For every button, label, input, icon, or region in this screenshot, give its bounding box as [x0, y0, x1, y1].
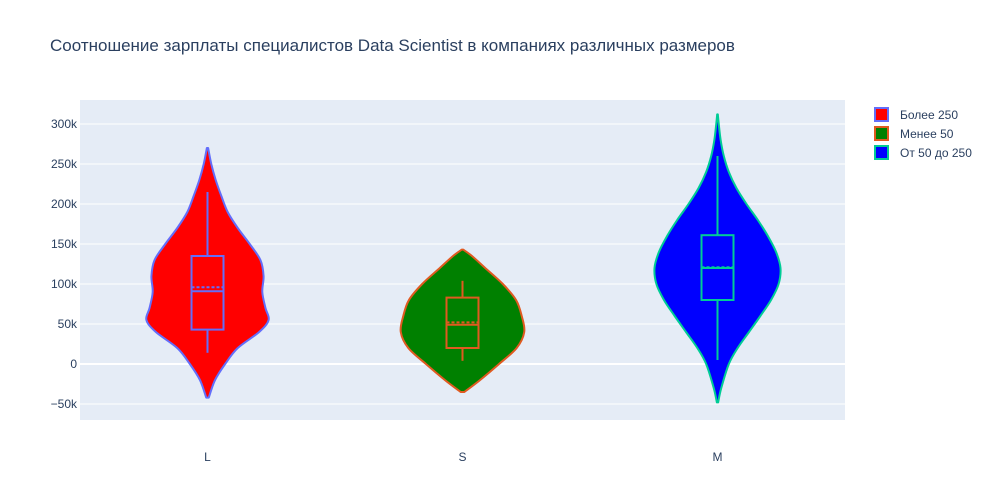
chart-title: Соотношение зарплаты специалистов Data S… — [50, 36, 735, 55]
legend-item[interactable]: Менее 50 — [874, 126, 954, 141]
x-tick-label: S — [458, 450, 466, 464]
legend-label: Менее 50 — [900, 127, 954, 141]
violins — [145, 113, 782, 404]
violin-L[interactable] — [145, 147, 270, 399]
x-tick-label: M — [713, 450, 723, 464]
y-tick-label: −50k — [51, 397, 78, 411]
legend-item[interactable]: От 50 до 250 — [874, 145, 972, 160]
legend-label: От 50 до 250 — [900, 146, 972, 160]
legend-swatch — [874, 145, 889, 160]
legend-item[interactable]: Более 250 — [874, 107, 958, 122]
box-iqr — [190, 255, 225, 331]
y-tick-label: 50k — [58, 317, 78, 331]
violin-M[interactable] — [653, 113, 782, 404]
y-tick-label: 150k — [51, 237, 78, 251]
y-tick-label: 0 — [70, 357, 77, 371]
legend-swatch — [874, 126, 889, 141]
y-tick-label: 250k — [51, 157, 78, 171]
y-tick-label: 200k — [51, 197, 78, 211]
y-axis: −50k 0 50k 100k 150k 200k 250k 300k — [51, 117, 78, 411]
y-tick-label: 100k — [51, 277, 78, 291]
x-tick-label: L — [204, 450, 211, 464]
y-tick-label: 300k — [51, 117, 78, 131]
legend-label: Более 250 — [900, 108, 958, 122]
violin-body[interactable] — [653, 113, 782, 404]
violin-S[interactable] — [399, 248, 526, 393]
violin-body[interactable] — [399, 248, 526, 393]
legend-swatch — [874, 107, 889, 122]
violin-body[interactable] — [145, 147, 270, 399]
legend[interactable]: Более 250 Менее 50 От 50 до 250 — [874, 107, 972, 160]
